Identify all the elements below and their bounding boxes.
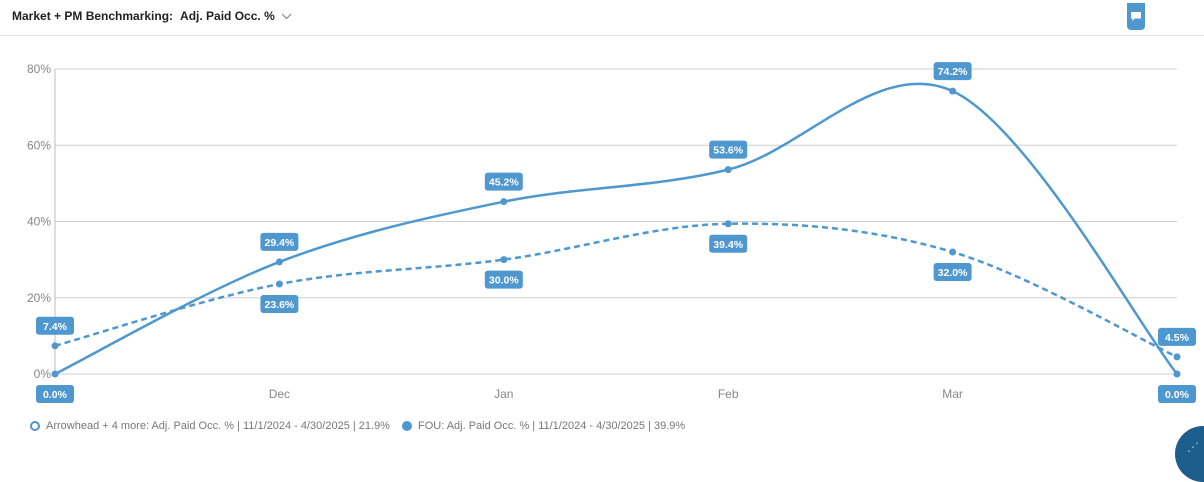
data-label: 0.0% — [1165, 389, 1190, 401]
hollow-circle-icon — [30, 421, 40, 431]
data-label: 45.2% — [489, 177, 519, 189]
data-label-box — [484, 270, 523, 289]
data-label-box — [1158, 327, 1196, 346]
data-label: 29.4% — [265, 237, 295, 249]
data-point — [724, 166, 732, 174]
data-label-box — [36, 385, 74, 403]
series-line-arrowhead — [54, 222, 1178, 358]
y-tick-label: 0% — [34, 367, 52, 381]
chart-header: Market + PM Benchmarking: Adj. Paid Occ.… — [0, 0, 1204, 36]
title-group: Market + PM Benchmarking: Adj. Paid Occ.… — [12, 9, 292, 23]
line-chart: 0% 20% 40% 60% 80% Dec Jan Feb Mar 0.0% 29.4% 45.2%… — [27, 62, 1196, 403]
data-label: 23.6% — [265, 299, 295, 311]
y-tick-label: 60% — [27, 138, 51, 152]
y-tick-label: 20% — [27, 291, 51, 305]
data-label: 53.6% — [713, 145, 743, 157]
data-point — [51, 370, 59, 378]
help-widget-icon: ⋰ — [1187, 440, 1199, 454]
series-line-fou — [54, 82, 1178, 376]
data-label-box — [933, 62, 972, 81]
metric-dropdown-value: Adj. Paid Occ. % — [180, 9, 275, 23]
legend-label: Arrowhead + 4 more: Adj. Paid Occ. % | 1… — [46, 420, 390, 432]
data-point — [275, 280, 283, 288]
legend-item-arrowhead[interactable]: Arrowhead + 4 more: Adj. Paid Occ. % | 1… — [30, 420, 390, 432]
page-title: Market + PM Benchmarking: — [12, 9, 174, 23]
data-label: 30.0% — [489, 275, 519, 287]
help-widget-button[interactable]: ⋰ — [1175, 426, 1204, 482]
data-label: 4.5% — [1165, 332, 1190, 344]
y-tick-label: 80% — [27, 62, 51, 76]
data-label-box — [709, 140, 748, 159]
metric-dropdown[interactable]: Adj. Paid Occ. % — [180, 9, 292, 23]
data-point — [51, 342, 59, 350]
data-label-box — [260, 295, 299, 314]
filled-circle-icon — [401, 421, 412, 431]
data-point — [275, 258, 283, 266]
data-point — [1173, 353, 1181, 361]
data-point — [949, 248, 957, 256]
chart-legend: Arrowhead + 4 more: Adj. Paid Occ. % | 1… — [30, 420, 697, 432]
comment-button[interactable] — [1127, 3, 1145, 30]
data-label-box — [709, 234, 748, 253]
data-label-box — [1158, 385, 1196, 403]
y-tick-label: 40% — [27, 215, 51, 229]
data-point — [949, 87, 957, 95]
data-label: 39.4% — [713, 239, 743, 251]
data-point — [500, 256, 508, 264]
data-label-box — [933, 263, 972, 281]
data-point — [500, 198, 508, 206]
x-tick-label: Mar — [942, 387, 963, 401]
legend-item-fou[interactable]: FOU: Adj. Paid Occ. % | 11/1/2024 - 4/30… — [401, 420, 686, 432]
data-label: 0.0% — [43, 389, 68, 401]
data-label-box — [260, 232, 299, 251]
data-label-box — [36, 316, 74, 335]
x-tick-label: Jan — [494, 387, 513, 401]
x-tick-label: Dec — [269, 387, 290, 401]
data-label: 7.4% — [43, 321, 68, 333]
x-tick-label: Feb — [718, 387, 739, 401]
data-point — [1173, 370, 1181, 378]
data-label: 74.2% — [938, 66, 968, 78]
data-point — [724, 220, 732, 228]
data-label-box — [484, 172, 523, 191]
data-label: 32.0% — [938, 267, 968, 279]
chevron-down-icon — [281, 13, 292, 19]
legend-label: FOU: Adj. Paid Occ. % | 11/1/2024 - 4/30… — [417, 420, 686, 432]
comment-icon — [1131, 12, 1141, 21]
